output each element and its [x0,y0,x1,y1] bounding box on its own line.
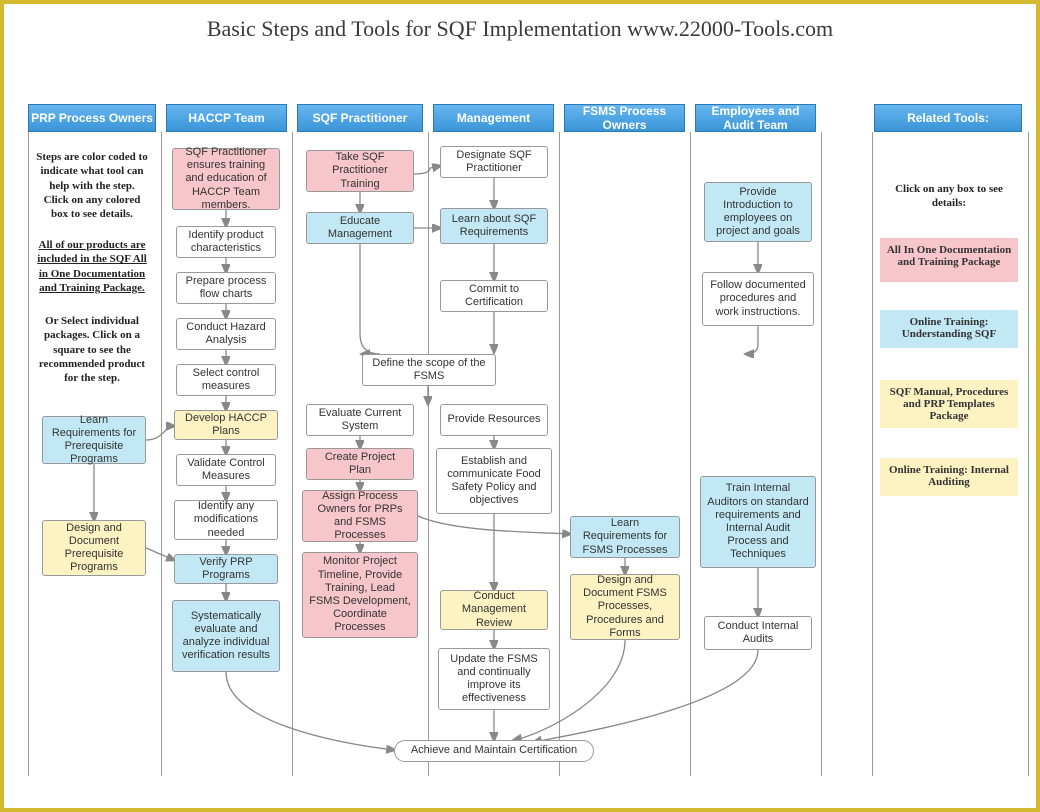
node-train_aud[interactable]: Train Internal Auditors on standard requ… [700,476,816,568]
node-prepare_flow[interactable]: Prepare process flow charts [176,272,276,304]
intro-p3: Or Select individual packages. Click on … [36,314,148,385]
node-designate[interactable]: Designate SQF Practitioner [440,146,548,178]
node-verify_prp[interactable]: Verify PRP Programs [174,554,278,584]
node-mgmt_review[interactable]: Conduct Management Review [440,590,548,630]
node-select_ctrl[interactable]: Select control measures [176,364,276,396]
col-header-sqf: SQF Practitioner [297,104,423,132]
col-header-mgmt: Management [433,104,554,132]
node-eval_current[interactable]: Evaluate Current System [306,404,414,436]
lane-border [1028,132,1029,776]
lane-border [161,132,162,776]
node-follow_proc[interactable]: Follow documented procedures and work in… [702,272,814,326]
intro-p2: All of our products are included in the … [36,238,148,295]
node-define_scope[interactable]: Define the scope of the FSMS [362,354,496,386]
lane-border [821,132,822,776]
node-sqf_training_note[interactable]: SQF Practitioner ensures training and ed… [172,148,280,210]
node-establish_policy[interactable]: Establish and communicate Food Safety Po… [436,448,552,514]
node-conduct_aud[interactable]: Conduct Internal Audits [704,616,812,650]
node-monitor[interactable]: Monitor Project Timeline, Provide Traini… [302,552,418,638]
node-update_fsms[interactable]: Update the FSMS and continually improve … [438,648,550,710]
node-commit[interactable]: Commit to Certification [440,280,548,312]
lane-border [292,132,293,776]
lane-border [559,132,560,776]
col-header-prp: PRP Process Owners [28,104,156,132]
lane-border [690,132,691,776]
col-header-emp: Employees and Audit Team [695,104,816,132]
col-header-fsms: FSMS Process Owners [564,104,685,132]
tools-intro: Click on any box to see details: [886,182,1012,211]
node-identify_chars[interactable]: Identify product characteristics [176,226,276,258]
col-header-tools: Related Tools: [874,104,1022,132]
node-hazard[interactable]: Conduct Hazard Analysis [176,318,276,350]
tool-allinone[interactable]: All In One Documentation and Training Pa… [880,238,1018,282]
page-title: Basic Steps and Tools for SQF Implementa… [4,4,1036,48]
node-educate_mgmt[interactable]: Educate Management [306,212,414,244]
node-create_plan[interactable]: Create Project Plan [306,448,414,480]
node-provide_res[interactable]: Provide Resources [440,404,548,436]
lane-border [428,132,429,776]
node-design_prp[interactable]: Design and Document Prerequisite Program… [42,520,146,576]
node-learn_fsms[interactable]: Learn Requirements for FSMS Processes [570,516,680,558]
diagram-canvas: PRP Process Owners HACCP Team SQF Practiti… [14,54,1026,798]
lane-border [872,132,873,776]
tool-ot_audit[interactable]: Online Training: Internal Auditing [880,458,1018,496]
node-design_fsms[interactable]: Design and Document FSMS Processes, Proc… [570,574,680,640]
intro-p1: Steps are color coded to indicate what t… [36,150,148,221]
node-assign_owners[interactable]: Assign Process Owners for PRPs and FSMS … [302,490,418,542]
node-intro_emp[interactable]: Provide Introduction to employees on pro… [704,182,812,242]
node-validate[interactable]: Validate Control Measures [176,454,276,486]
col-header-haccp: HACCP Team [166,104,287,132]
tool-manual[interactable]: SQF Manual, Procedures and PRP Templates… [880,380,1018,428]
node-take_training[interactable]: Take SQF Practitioner Training [306,150,414,192]
node-develop_haccp[interactable]: Develop HACCP Plans [174,410,278,440]
node-learn_prp[interactable]: Learn Requirements for Prerequisite Prog… [42,416,146,464]
node-sys_eval[interactable]: Systematically evaluate and analyze indi… [172,600,280,672]
lane-border [28,132,29,776]
tool-ot_sqf[interactable]: Online Training: Understanding SQF [880,310,1018,348]
node-identify_mods[interactable]: Identify any modifications needed [174,500,278,540]
node-achieve[interactable]: Achieve and Maintain Certification [394,740,594,762]
node-learn_req[interactable]: Learn about SQF Requirements [440,208,548,244]
